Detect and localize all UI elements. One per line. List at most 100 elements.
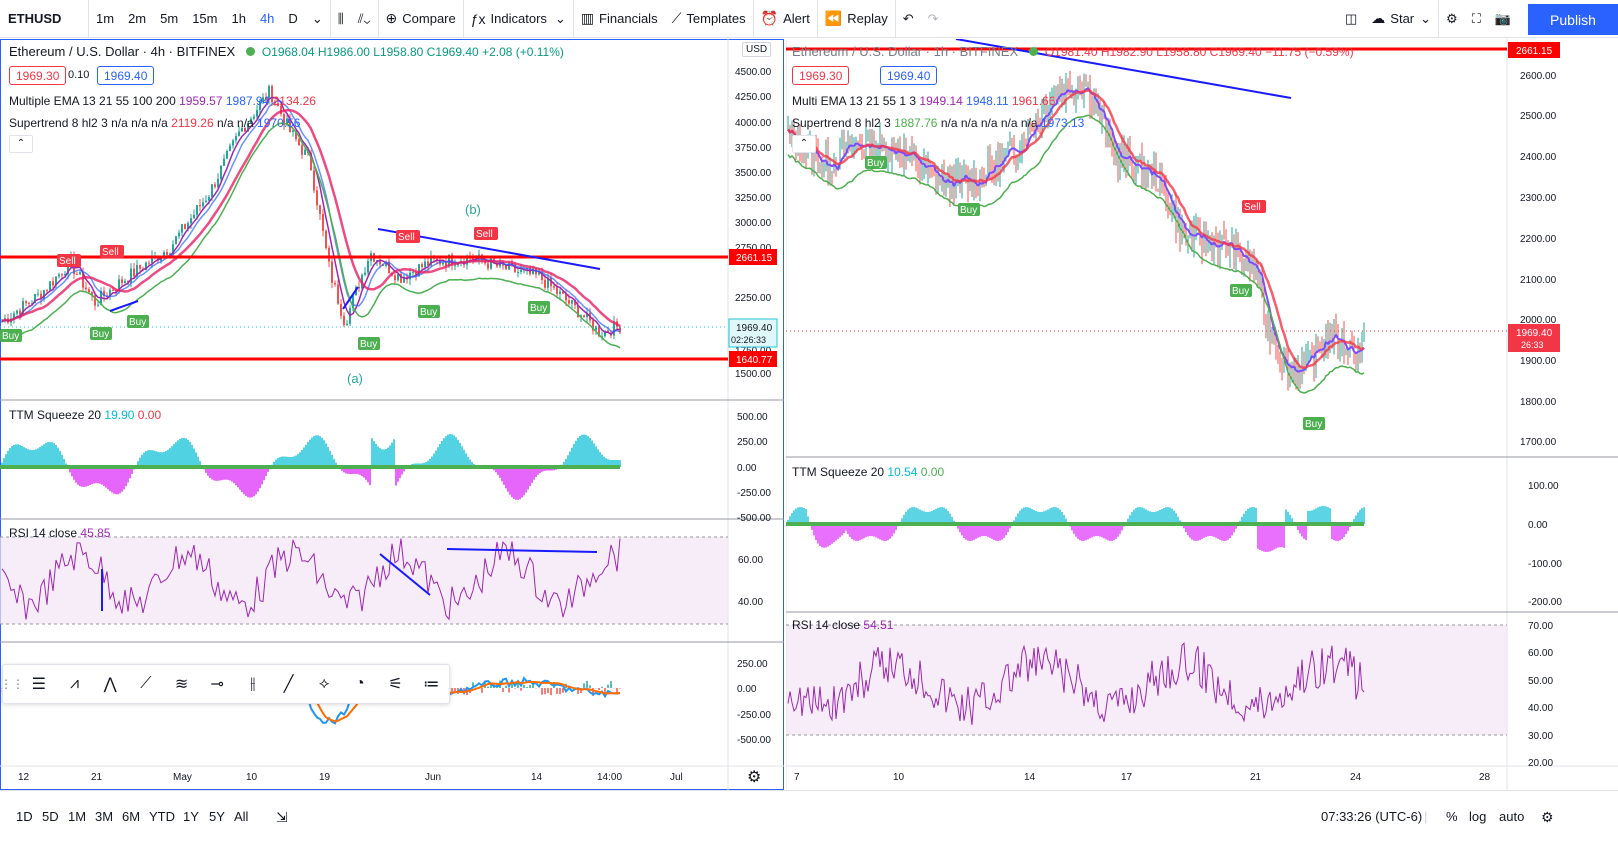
- range-all[interactable]: All: [234, 809, 249, 824]
- candle-body: [124, 280, 126, 284]
- price-tag-last-bg: [728, 318, 778, 348]
- candle-body: [340, 303, 342, 316]
- gann-tool-icon[interactable]: ◔: [355, 675, 365, 692]
- rsi-legend[interactable]: RSI 14 close 54.51: [792, 618, 893, 632]
- compare-button[interactable]: ⊕ Compare: [379, 0, 463, 38]
- pattern-tool-icon[interactable]: ⟡: [318, 675, 330, 692]
- range-3m[interactable]: 3M: [95, 809, 114, 824]
- alert-button[interactable]: ⏰ Alert: [754, 0, 817, 38]
- right-chart-pane[interactable]: 2600.00 2500.00 2400.00 2300.00 2200.00 2100.…: [786, 39, 1618, 790]
- drag-handle-icon[interactable]: ⋮⋮: [0, 677, 24, 691]
- chart-type-candles-icon[interactable]: ⫽⌄: [357, 10, 371, 26]
- auto-scale-toggle[interactable]: auto: [1499, 809, 1525, 824]
- candle-body: [565, 293, 567, 301]
- sell-price-button[interactable]: 1969.30: [9, 66, 67, 85]
- layout-name-button[interactable]: ☁ Star ⌄: [1364, 0, 1438, 38]
- range-1m[interactable]: 1M: [68, 809, 87, 824]
- candle-body: [538, 272, 540, 275]
- drawing-toolbar[interactable]: ⋮⋮ ☰ ⩘ ⋀ ⟋ ≋ ⊸ ⫲ ╱ ⟡ ◔ ⚟ ≔: [0, 664, 450, 704]
- camera-icon[interactable]: 📷: [1494, 10, 1511, 26]
- time-tick: Jun: [425, 772, 441, 783]
- supertrend-legend[interactable]: Supertrend 8 hl2 3 n/a n/a n/a 2119.26 n…: [9, 116, 300, 130]
- candle-body: [91, 292, 93, 296]
- layout-select-icon[interactable]: ◫: [1345, 10, 1358, 26]
- buy-price-button[interactable]: 1969.40: [97, 66, 155, 85]
- horizontal-lines-tool-icon[interactable]: ☰: [31, 676, 46, 693]
- settings-lines-tool-icon[interactable]: ⚟: [388, 676, 403, 693]
- ema-value-2: 1987.94: [225, 94, 270, 108]
- range-6m[interactable]: 6M: [122, 809, 141, 824]
- candle-body: [487, 263, 489, 269]
- range-5d[interactable]: 5D: [42, 809, 59, 824]
- ema-legend[interactable]: Multiple EMA 13 21 55 100 200 1959.57 19…: [9, 94, 316, 108]
- symbol-search[interactable]: ETHUSD: [8, 11, 62, 26]
- range-1y[interactable]: 1Y: [183, 809, 199, 824]
- alarm-clock-icon: ⏰: [760, 10, 779, 26]
- chart-settings-gear-icon[interactable]: ⚙: [747, 769, 762, 786]
- signal-label: Sell: [398, 232, 415, 243]
- interval-1h[interactable]: 1h: [231, 11, 246, 26]
- measure-tool-icon[interactable]: ⫲: [250, 675, 256, 692]
- replay-button[interactable]: ⏪ Replay: [818, 0, 895, 38]
- supertrend-legend[interactable]: Supertrend 8 hl2 3 1887.76 n/a n/a n/a n…: [792, 116, 1084, 130]
- price-tag-last: 1969.40: [736, 323, 773, 334]
- price-tick: 2750.00: [735, 243, 772, 254]
- more-tools-icon[interactable]: ≔: [423, 676, 440, 693]
- ema-legend[interactable]: Multi EMA 13 21 55 1 3 1949.14 1948.11 1…: [792, 94, 1055, 108]
- rsi-legend[interactable]: RSI 14 close 45.85: [9, 526, 110, 540]
- settings-gear-icon[interactable]: ⚙: [1446, 10, 1458, 26]
- collapse-legend-icon[interactable]: ⌃: [9, 135, 33, 153]
- range-ytd[interactable]: YTD: [149, 809, 175, 824]
- candle-body: [241, 127, 243, 132]
- interval-1m[interactable]: 1m: [96, 11, 115, 26]
- interval-1d[interactable]: D: [288, 11, 298, 26]
- indicators-button[interactable]: ƒx Indicators ⌄: [464, 0, 573, 38]
- interval-4h[interactable]: 4h: [259, 11, 275, 26]
- goto-date-icon[interactable]: ⇲: [276, 809, 288, 825]
- supertrend-value-1: 1887.76: [894, 116, 938, 130]
- templates-button[interactable]: ⟋ Templates: [665, 0, 753, 38]
- chart-type-bars-icon[interactable]: ⫼: [337, 10, 344, 26]
- horizontal-ray-tool-icon[interactable]: ⊸: [210, 676, 224, 693]
- squeeze-legend[interactable]: TTM Squeeze 20 10.54 0.00: [792, 465, 944, 479]
- elliott-wave-tool-icon[interactable]: ⩘: [69, 675, 80, 692]
- scale-settings-gear-icon[interactable]: ⚙: [1541, 809, 1554, 825]
- collapse-legend-icon[interactable]: ⌃: [792, 135, 816, 153]
- interval-15m[interactable]: 15m: [192, 11, 218, 26]
- candle-body: [352, 295, 354, 309]
- buy-price-button[interactable]: 1969.40: [880, 66, 938, 85]
- right-chart-canvas[interactable]: 2600.00 2500.00 2400.00 2300.00 2200.00 2100.…: [786, 39, 1618, 790]
- fullscreen-icon[interactable]: ⛶: [1471, 10, 1481, 26]
- currency-label[interactable]: USD: [742, 42, 772, 57]
- interval-dropdown-icon[interactable]: ⌄: [311, 10, 323, 26]
- sell-price-button[interactable]: 1969.30: [792, 66, 850, 85]
- squeeze-legend[interactable]: TTM Squeeze 20 19.90 0.00: [9, 408, 161, 422]
- trendline-tool-icon[interactable]: ╱: [283, 676, 294, 693]
- percent-scale-toggle[interactable]: %: [1446, 809, 1458, 824]
- log-scale-toggle[interactable]: log: [1469, 809, 1487, 824]
- squeeze-tick: -200.00: [1528, 597, 1562, 608]
- candle-body: [520, 269, 522, 272]
- interval-2m[interactable]: 2m: [128, 11, 147, 26]
- squeeze-label: TTM Squeeze 20: [9, 408, 102, 422]
- publish-button[interactable]: Publish: [1528, 4, 1618, 35]
- abc-pattern-tool-icon[interactable]: ⋀: [103, 676, 117, 693]
- squeeze-value-2: 0.00: [137, 408, 162, 422]
- trend-pattern-tool-icon[interactable]: ⟋: [140, 675, 152, 692]
- range-5y[interactable]: 5Y: [209, 809, 225, 824]
- price-tick: 1800.00: [1520, 397, 1557, 408]
- financials-button[interactable]: ▥ Financials: [574, 0, 665, 38]
- cloud-icon: ☁: [1371, 10, 1386, 26]
- undo-icon[interactable]: ↶: [902, 10, 914, 26]
- signal-label: Sell: [102, 247, 119, 258]
- interval-5m[interactable]: 5m: [160, 11, 179, 26]
- range-1d[interactable]: 1D: [16, 809, 33, 824]
- candle-body: [1, 321, 3, 323]
- time-tick: 24: [1350, 772, 1362, 783]
- divider: |: [1424, 809, 1428, 824]
- fib-tool-icon[interactable]: ≋: [174, 676, 189, 693]
- redo-icon[interactable]: ↷: [927, 10, 939, 26]
- clock-timezone[interactable]: 07:33:26 (UTC-6): [1321, 809, 1423, 824]
- candle-body: [397, 273, 399, 281]
- trendline: [109, 300, 139, 312]
